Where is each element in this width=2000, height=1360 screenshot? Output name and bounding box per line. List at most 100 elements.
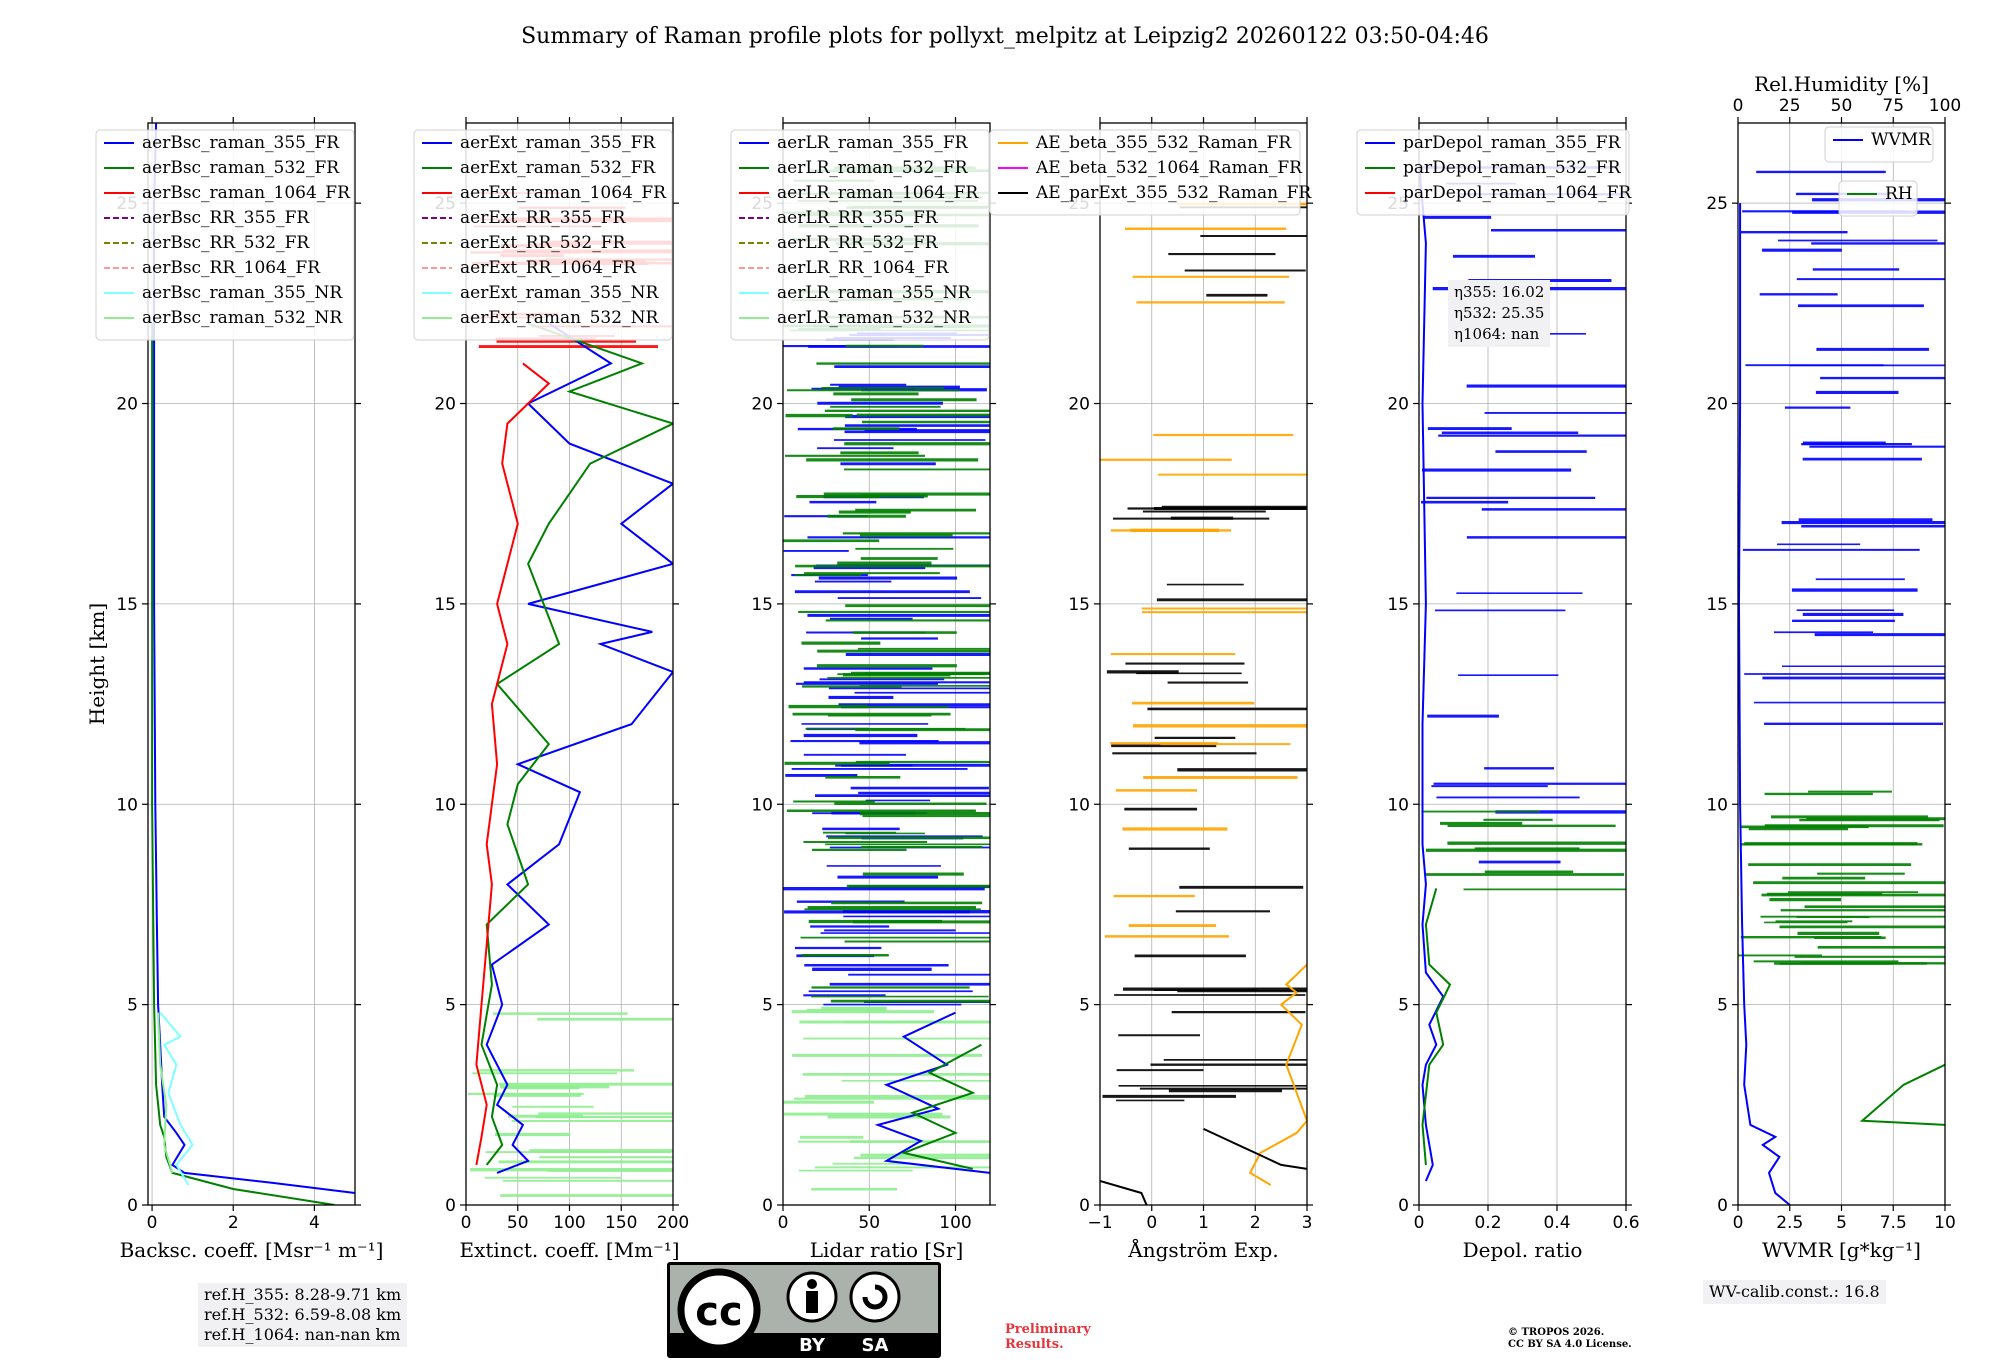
y-tick-label: 20 <box>1068 395 1090 415</box>
legend-entry: aerLR_raman_532_FR <box>777 158 969 178</box>
legend-entry: aerBsc_raman_532_FR <box>142 158 340 178</box>
series-line-parDepol_raman_532_FR <box>1421 888 1452 1165</box>
sa-label: SA <box>862 1335 889 1356</box>
x-tick-label: 2 <box>228 1213 239 1233</box>
x-axis-label: Lidar ratio [Sr] <box>810 1238 964 1262</box>
legend-entry: AE_beta_532_1064_Raman_FR <box>1035 158 1303 178</box>
legend-box <box>1824 126 1934 163</box>
x-tick-label: 100 <box>939 1213 971 1233</box>
axes-frame <box>782 122 991 1206</box>
series-line-aerExt_raman_1064_FR <box>475 362 551 1166</box>
series-line-RH <box>1859 1063 1945 1166</box>
plot-content <box>1419 163 1626 1182</box>
y-tick-label: 0 <box>1079 1196 1090 1216</box>
y-tick-label: 10 <box>434 795 456 815</box>
legend-entry: parDepol_raman_1064_FR <box>1403 183 1632 203</box>
x-tick-label: 3 <box>1302 1213 1313 1233</box>
y-tick-label: 5 <box>1079 996 1090 1016</box>
x-tick-label: 0 <box>1733 1213 1744 1233</box>
legend: AE_beta_355_532_Raman_FR AE_beta_532_1064… <box>989 129 1312 216</box>
legend-entry: aerLR_RR_1064_FR <box>777 258 950 278</box>
legend-entry: AE_parExt_355_532_Raman_FR <box>1035 183 1312 203</box>
legend-entry: aerExt_raman_355_NR <box>460 283 659 303</box>
legend-entry: aerLR_raman_1064_FR <box>777 183 979 203</box>
y-tick-label: 20 <box>751 395 773 415</box>
x-tick-label: 0 <box>1146 1213 1157 1233</box>
x2-tick-label: 50 <box>1831 96 1853 116</box>
x-tick-label: 0 <box>1414 1213 1425 1233</box>
y-tick-label: 0 <box>445 1196 456 1216</box>
axes-frame <box>1418 122 1627 1206</box>
y-tick-label: 10 <box>1387 795 1409 815</box>
legend-box <box>730 129 990 341</box>
x2-tick-label: 0 <box>1733 96 1744 116</box>
legend: parDepol_raman_355_FR parDepol_raman_532_… <box>1356 129 1632 216</box>
subplot-area: 0240510152025Backsc. coeff. [Msr⁻¹ m⁻¹]H… <box>85 72 1961 1262</box>
wv-calibration-box: WV-calib.const.: 16.8 <box>1703 1280 1886 1304</box>
series-line-AE_parExt_355_532_Raman_FR <box>1100 1180 1148 1205</box>
legend-entry: aerBsc_raman_355_FR <box>142 133 340 153</box>
legend-box <box>1838 180 1918 217</box>
cc-logo-text: cc <box>695 1289 742 1335</box>
plot-content <box>1738 170 1945 1205</box>
x-tick-label: 2 <box>1250 1213 1261 1233</box>
preliminary-line-1: Preliminary <box>1005 1322 1091 1337</box>
copyright-line-1: © TROPOS 2026. <box>1508 1327 1605 1338</box>
legend-entry: aerExt_RR_1064_FR <box>460 258 637 278</box>
legend: WVMR <box>1824 126 1934 163</box>
plot-content <box>467 192 673 1197</box>
legend-entry: aerLR_raman_355_NR <box>777 283 972 303</box>
legend-entry: parDepol_raman_355_FR <box>1403 133 1622 153</box>
y-tick-label: 0 <box>1717 1196 1728 1216</box>
legend-box <box>989 129 1301 216</box>
series-line-aerLR_raman_532_FR <box>900 1043 982 1170</box>
y-tick-label: 5 <box>1717 996 1728 1016</box>
x-axis-label: Depol. ratio <box>1463 1238 1583 1262</box>
legend-entry: aerBsc_raman_532_NR <box>142 308 343 328</box>
legend-entry: aerBsc_RR_532_FR <box>142 233 310 253</box>
axes-frame <box>147 122 356 1206</box>
subplot-bsc: 0240510152025Backsc. coeff. [Msr⁻¹ m⁻¹]H… <box>85 117 383 1262</box>
person-head-icon <box>807 1279 817 1289</box>
ref-height-1064: ref.H_1064: nan-nan km <box>204 1325 401 1344</box>
x-axis-label: Backsc. coeff. [Msr⁻¹ m⁻¹] <box>120 1238 384 1262</box>
x-tick-label: −1 <box>1087 1213 1112 1233</box>
x-axis-label: Ångström Exp. <box>1127 1237 1278 1262</box>
x-tick-label: 4 <box>309 1213 320 1233</box>
x-tick-label: 50 <box>507 1213 529 1233</box>
legend-box <box>413 129 673 341</box>
legend-entry: AE_beta_355_532_Raman_FR <box>1035 133 1292 153</box>
legend-box <box>95 129 355 341</box>
y-tick-label: 10 <box>1706 795 1728 815</box>
legend-entry: parDepol_raman_532_FR <box>1403 158 1622 178</box>
y-tick-label: 20 <box>434 395 456 415</box>
legend-entry: aerLR_RR_355_FR <box>777 208 939 228</box>
x-tick-label: 100 <box>553 1213 585 1233</box>
series-line-aerBsc_raman_532_FR <box>151 323 335 1205</box>
reference-height-box: ref.H_355: 8.28-9.71 km ref.H_532: 6.59-… <box>198 1283 408 1347</box>
wv-calib-const: WV-calib.const.: 16.8 <box>1709 1282 1880 1301</box>
y-tick-label: 15 <box>116 595 138 615</box>
y-tick-label: 10 <box>116 795 138 815</box>
y-tick-label: 15 <box>1068 595 1090 615</box>
x-tick-label: 5 <box>1836 1213 1847 1233</box>
series-line-aerLR_raman_355_FR <box>874 1011 990 1174</box>
eta-1064: η1064: nan <box>1454 325 1540 343</box>
series-line-parDepol_raman_355_FR <box>1419 163 1445 1182</box>
legend-entry: aerExt_RR_532_FR <box>460 233 626 253</box>
x-tick-label: 10 <box>1934 1213 1956 1233</box>
x-tick-label: 200 <box>657 1213 689 1233</box>
y-tick-label: 5 <box>445 996 456 1016</box>
y-tick-label: 0 <box>1398 1196 1409 1216</box>
share-alike-icon <box>849 1271 901 1323</box>
y-tick-label: 20 <box>1706 395 1728 415</box>
legend: RH <box>1838 180 1918 217</box>
legend: aerBsc_raman_355_FR aerBsc_raman_532_FRae… <box>95 129 355 341</box>
legend-entry: aerLR_RR_532_FR <box>777 233 939 253</box>
legend-entry: aerBsc_RR_355_FR <box>142 208 310 228</box>
legend-entry: aerBsc_raman_1064_FR <box>142 183 351 203</box>
person-body-icon <box>806 1291 818 1313</box>
eta-box: η355: 16.02 η532: 25.35 η1064: nan <box>1448 280 1551 347</box>
